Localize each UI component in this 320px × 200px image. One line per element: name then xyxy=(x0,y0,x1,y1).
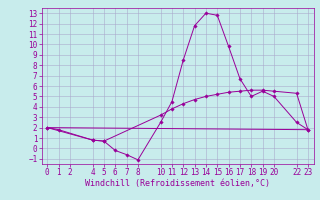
X-axis label: Windchill (Refroidissement éolien,°C): Windchill (Refroidissement éolien,°C) xyxy=(85,179,270,188)
